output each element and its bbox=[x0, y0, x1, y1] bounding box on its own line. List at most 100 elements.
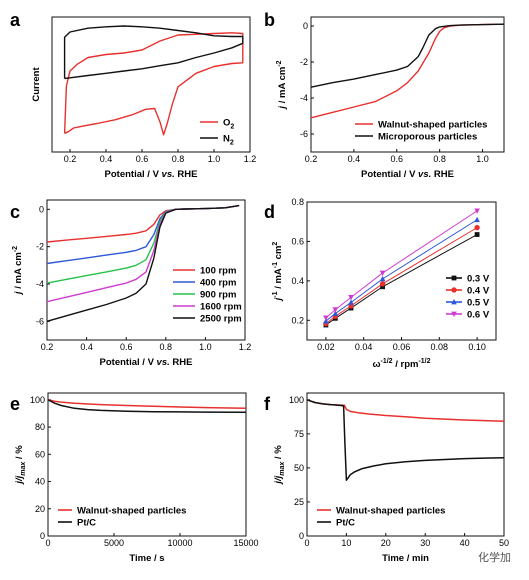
data-point bbox=[332, 307, 339, 313]
data-point bbox=[332, 310, 339, 316]
y-tick-label: 100 bbox=[289, 395, 304, 405]
x-tick-label: 0 bbox=[304, 538, 309, 548]
y-tick-label: 0.6 bbox=[291, 236, 304, 246]
y-axis-label: j/jmax / % bbox=[14, 445, 27, 486]
x-tick-label: 0.2 bbox=[41, 342, 54, 352]
x-axis-label: Potential / V vs. RHE bbox=[105, 169, 198, 180]
x-tick-label: 1.0 bbox=[199, 342, 212, 352]
y-tick-label: 0 bbox=[303, 21, 308, 31]
y-tick-label: 20 bbox=[35, 504, 45, 514]
series-line-e-0 bbox=[47, 399, 247, 410]
x-tick-label: 0.4 bbox=[100, 154, 113, 164]
panel-b: b 0.2 0.4 0.6 0.8 1.0 0 -2 -4 -6 Potential / V vs.… bbox=[264, 10, 505, 180]
series-line-c-0 bbox=[46, 204, 240, 243]
y-tick-label: 60 bbox=[35, 449, 45, 459]
x-tick-label: 0.6 bbox=[136, 154, 149, 164]
x-tick-label: 0.6 bbox=[391, 154, 404, 164]
x-tick-label: 0 bbox=[45, 538, 50, 548]
y-axis-label: j-1 / mA-1 cm2 bbox=[272, 242, 284, 303]
data-point bbox=[474, 208, 480, 214]
y-tick-label: 80 bbox=[35, 422, 45, 432]
panel-label-d: d bbox=[264, 202, 275, 222]
y-tick-label: -6 bbox=[300, 129, 308, 139]
y-axis-label: j / mA cm-2 bbox=[276, 60, 288, 110]
panel-label-c: c bbox=[10, 202, 20, 222]
plot-frame-a bbox=[51, 16, 251, 153]
x-tick-label: 0.6 bbox=[120, 342, 133, 352]
x-tick-label: 0.04 bbox=[355, 342, 373, 352]
series-line-f-1 bbox=[306, 399, 505, 481]
panel-e: e 0 5000 10000 15000 0 20 40 60 80 100 Time / s j/jm… bbox=[10, 392, 259, 564]
x-tick-label: 0.4 bbox=[348, 154, 361, 164]
y-tick-label: -2 bbox=[300, 57, 308, 67]
panel-a: a 0.2 0.4 0.6 0.8 1.0 1.2 Potential / V vs. RHE… bbox=[10, 10, 256, 180]
legend-marker bbox=[451, 287, 457, 293]
data-point bbox=[379, 270, 386, 276]
data-point bbox=[380, 284, 385, 290]
x-tick-label: 0.8 bbox=[433, 154, 446, 164]
x-tick-label: 0.02 bbox=[317, 342, 335, 352]
legend-label: O2 bbox=[223, 118, 234, 131]
x-tick-label: 0.08 bbox=[431, 342, 449, 352]
y-axis-label: Current bbox=[31, 67, 42, 102]
legend-label: Walnut-shaped particles bbox=[77, 506, 186, 517]
y-axis-label: j / mA cm-2 bbox=[12, 246, 24, 296]
x-tick-label: 1.0 bbox=[208, 154, 221, 164]
x-tick-label: 0.4 bbox=[80, 342, 93, 352]
x-axis-label: ω-1/2 / rpm-1/2 bbox=[372, 358, 430, 370]
data-point bbox=[379, 275, 386, 282]
x-tick-label: 0.8 bbox=[172, 154, 185, 164]
data-point bbox=[348, 295, 354, 301]
legend-label: 400 rpm bbox=[200, 278, 236, 289]
y-tick-label: 25 bbox=[294, 497, 304, 507]
y-tick-label: 0.4 bbox=[291, 276, 304, 286]
legend-label: N2 bbox=[223, 134, 234, 147]
watermark: 化学加 bbox=[478, 551, 511, 564]
panel-d: d 0.02 0.04 0.06 0.08 0.10 0.2 0.4 0.6 0.8 ω-1/2 /… bbox=[264, 197, 497, 370]
series-line-f-0 bbox=[306, 399, 505, 423]
plot-frame-e bbox=[47, 392, 247, 537]
panel-c: c 0.2 0.4 0.6 0.8 1.0 1.2 0 -2 -4 -6 Potential / V … bbox=[10, 199, 251, 368]
y-tick-label: 0 bbox=[40, 531, 45, 541]
data-point bbox=[323, 315, 329, 321]
y-tick-label: 0.8 bbox=[291, 197, 304, 207]
legend-marker bbox=[451, 275, 457, 281]
legend-label: 900 rpm bbox=[200, 290, 236, 301]
x-tick-label: 1.0 bbox=[476, 154, 489, 164]
legend-label: 100 rpm bbox=[200, 266, 236, 277]
y-axis-label: j/jmax / % bbox=[273, 445, 286, 486]
legend-marker bbox=[451, 299, 457, 305]
plot-frame-b bbox=[310, 16, 505, 153]
legend-label: 0.5 V bbox=[467, 298, 490, 309]
y-tick-label: -4 bbox=[36, 279, 44, 289]
series-line-b-1 bbox=[310, 23, 505, 88]
legend-label: Microporous particles bbox=[378, 132, 477, 143]
y-tick-label: 0.2 bbox=[291, 315, 304, 325]
data-point bbox=[348, 299, 354, 305]
x-tick-label: 10000 bbox=[167, 538, 192, 548]
legend-label: 1600 rpm bbox=[200, 302, 242, 313]
panel-label-f: f bbox=[264, 394, 271, 414]
x-tick-label: 0.2 bbox=[64, 154, 77, 164]
panel-label-e: e bbox=[10, 394, 20, 414]
x-tick-label: 5000 bbox=[104, 538, 124, 548]
x-tick-label: 40 bbox=[460, 538, 470, 548]
plot-frame-c bbox=[46, 199, 246, 341]
y-tick-label: -6 bbox=[36, 316, 44, 326]
y-tick-label: 75 bbox=[294, 429, 304, 439]
series-line-a-1 bbox=[63, 25, 244, 80]
series-line-a-0 bbox=[63, 32, 244, 136]
x-tick-label: 10 bbox=[341, 538, 351, 548]
legend-label: 0.3 V bbox=[467, 274, 490, 285]
series-line-c-1 bbox=[46, 204, 240, 265]
data-point bbox=[474, 224, 480, 231]
x-tick-label: 30 bbox=[420, 538, 430, 548]
panel-label-b: b bbox=[264, 10, 275, 30]
x-tick-label: 15000 bbox=[233, 538, 258, 548]
panel-f: f 0 10 20 30 40 50 0 25 50 75 100 Time / min j/jmax /… bbox=[264, 392, 509, 564]
legend-label: 2500 rpm bbox=[200, 314, 242, 325]
y-tick-label: 0 bbox=[39, 204, 44, 214]
plot-frame-f bbox=[306, 392, 505, 537]
legend-label: Pt/C bbox=[77, 518, 96, 529]
